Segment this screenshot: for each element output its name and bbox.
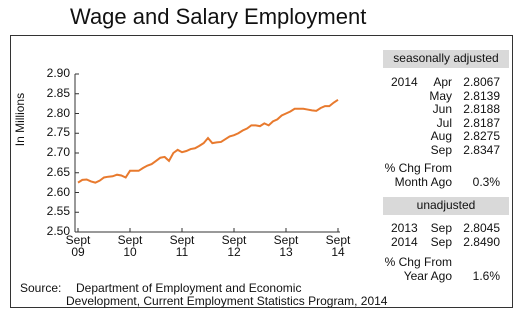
y-tick-label: 2.90	[46, 66, 70, 80]
y-axis-label: In Millions	[13, 92, 27, 147]
y-tick-label: 2.65	[46, 164, 70, 179]
row-year: 2014	[391, 75, 418, 89]
row-month: Sep	[430, 142, 452, 157]
y-tick-label: 2.55	[46, 204, 70, 219]
y-tick-label: 2.85	[46, 85, 70, 100]
row-value: 2.8045	[463, 221, 500, 235]
row-month: Jun	[432, 102, 452, 116]
change-label: % Chg From Month Ago	[384, 161, 452, 189]
source-text: Development, Current Employment Statisti…	[66, 294, 388, 308]
x-tick-label: Sept 14	[325, 233, 351, 259]
x-tick-label: Sept 13	[273, 233, 299, 259]
row-month: Jul	[436, 115, 452, 130]
row-value: 2.8490	[463, 234, 500, 249]
row-month: Sep	[430, 234, 452, 249]
row-year: 2013	[391, 221, 418, 235]
panel-header: unadjusted	[416, 198, 476, 212]
row-value: 2.8347	[463, 142, 500, 157]
row-month: May	[429, 88, 452, 103]
row-value: 2.8067	[463, 75, 500, 89]
y-tick-label: 2.80	[46, 105, 70, 120]
y-tick-label: 2.50	[46, 224, 70, 238]
header-box	[383, 197, 509, 215]
row-value: 2.8188	[463, 102, 500, 116]
row-month: Sep	[430, 221, 452, 235]
y-tick-label: 2.60	[46, 184, 70, 199]
row-month: Apr	[433, 75, 452, 89]
change-value: 0.3%	[472, 174, 500, 189]
source-label: Source:	[20, 281, 62, 295]
x-tick-label: Sept 10	[117, 233, 143, 259]
line	[77, 98, 339, 184]
row-month: Aug	[430, 129, 452, 143]
row-value: 2.8187	[463, 115, 500, 130]
panel-header: seasonally adjusted	[393, 51, 499, 65]
x-tick-label: Sept 11	[169, 233, 195, 259]
source-text: Department of Employment and Economic	[76, 281, 302, 295]
change-value: 1.6%	[472, 268, 500, 283]
row-value: 2.8139	[463, 88, 500, 103]
change-label: % Chg From Year Ago	[384, 255, 452, 283]
chart-title: Wage and Salary Employment	[70, 4, 367, 29]
y-tick-label: 2.75	[46, 125, 70, 140]
row-value: 2.8275	[463, 129, 500, 143]
y-tick-label: 2.70	[46, 145, 70, 159]
x-tick-label: Sept 09	[65, 233, 91, 259]
frame	[10, 35, 513, 308]
x-tick-label: Sept 12	[221, 233, 247, 259]
row-year: 2014	[391, 234, 418, 249]
header-box	[383, 50, 509, 68]
